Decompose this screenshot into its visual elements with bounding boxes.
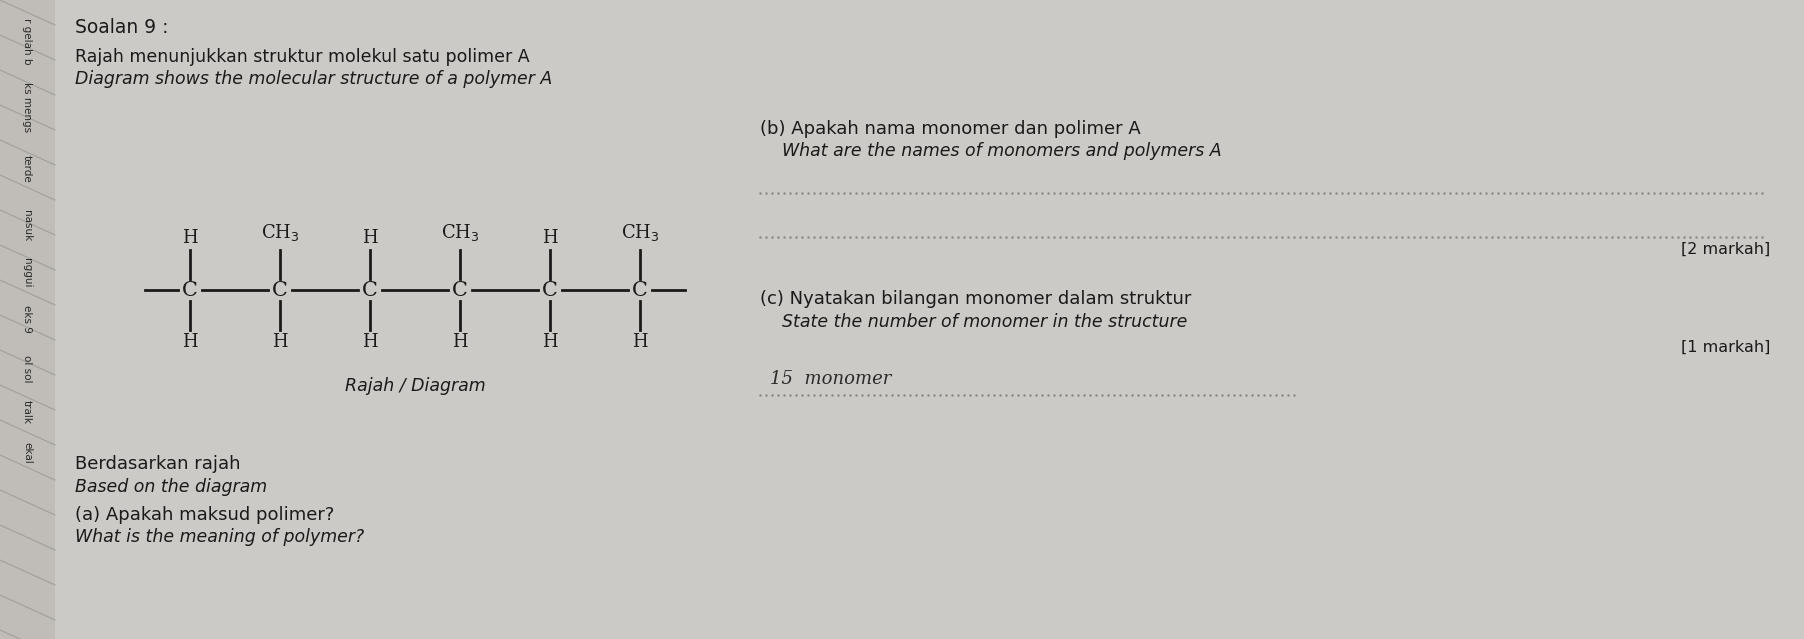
- Text: eks 9: eks 9: [22, 305, 32, 333]
- Text: nasuk: nasuk: [22, 210, 32, 242]
- Text: H: H: [363, 229, 377, 247]
- Text: CH$_3$: CH$_3$: [440, 222, 480, 243]
- Text: H: H: [363, 333, 377, 351]
- Text: CH$_3$: CH$_3$: [621, 222, 658, 243]
- Text: H: H: [631, 333, 648, 351]
- Text: 15  monomer: 15 monomer: [770, 370, 891, 388]
- Text: H: H: [543, 229, 557, 247]
- Text: H: H: [272, 333, 289, 351]
- Text: What are the names of monomers and polymers A: What are the names of monomers and polym…: [781, 142, 1221, 160]
- Text: Based on the diagram: Based on the diagram: [76, 478, 267, 496]
- Text: Rajah / Diagram: Rajah / Diagram: [345, 377, 485, 395]
- Text: C: C: [272, 281, 289, 300]
- Text: (c) Nyatakan bilangan monomer dalam struktur: (c) Nyatakan bilangan monomer dalam stru…: [759, 290, 1191, 308]
- Text: C: C: [182, 281, 198, 300]
- Text: CH$_3$: CH$_3$: [262, 222, 299, 243]
- Text: [1 markah]: [1 markah]: [1681, 340, 1770, 355]
- Text: nggui: nggui: [22, 258, 32, 288]
- Text: (a) Apakah maksud polimer?: (a) Apakah maksud polimer?: [76, 506, 334, 524]
- Text: C: C: [363, 281, 377, 300]
- Text: Berdasarkan rajah: Berdasarkan rajah: [76, 455, 240, 473]
- Text: terde: terde: [22, 155, 32, 183]
- Text: State the number of monomer in the structure: State the number of monomer in the struc…: [781, 313, 1187, 331]
- Text: r gelah b: r gelah b: [22, 18, 32, 65]
- Text: tralk: tralk: [22, 400, 32, 424]
- Text: H: H: [453, 333, 467, 351]
- Text: H: H: [182, 333, 198, 351]
- Text: H: H: [543, 333, 557, 351]
- Text: C: C: [541, 281, 557, 300]
- Text: C: C: [631, 281, 648, 300]
- Text: (b) Apakah nama monomer dan polimer A: (b) Apakah nama monomer dan polimer A: [759, 120, 1140, 138]
- Text: [2 markah]: [2 markah]: [1681, 242, 1770, 257]
- Text: ks mengs: ks mengs: [22, 82, 32, 132]
- Text: Diagram shows the molecular structure of a polymer A: Diagram shows the molecular structure of…: [76, 70, 552, 88]
- Text: C: C: [453, 281, 467, 300]
- Text: What is the meaning of polymer?: What is the meaning of polymer?: [76, 528, 364, 546]
- Text: ekal: ekal: [22, 442, 32, 464]
- Text: Soalan 9 :: Soalan 9 :: [76, 18, 168, 37]
- Text: Rajah menunjukkan struktur molekul satu polimer A: Rajah menunjukkan struktur molekul satu …: [76, 48, 530, 66]
- Bar: [0, 0, 54, 639]
- Text: ol sol: ol sol: [22, 355, 32, 383]
- Text: H: H: [182, 229, 198, 247]
